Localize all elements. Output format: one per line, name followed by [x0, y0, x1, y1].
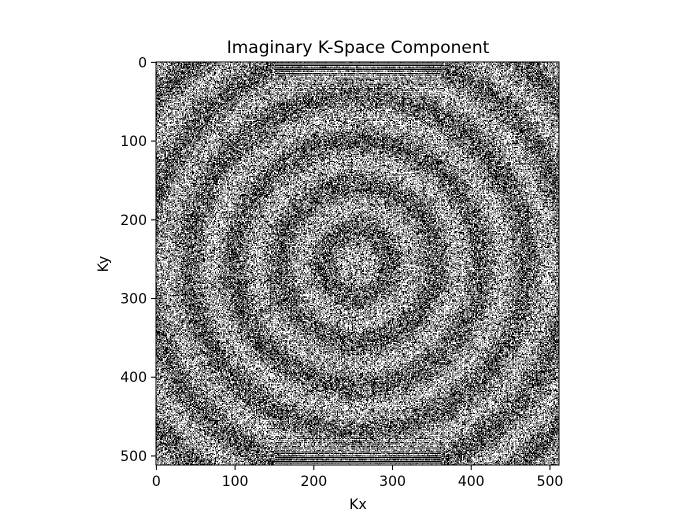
- x-tick-label: 200: [300, 474, 327, 490]
- x-tick-label: 300: [379, 474, 406, 490]
- x-tick-label: 0: [152, 474, 161, 490]
- y-axis-ticks: 0 100 200 300 400 500: [120, 55, 156, 465]
- plot-area: [155, 61, 560, 466]
- y-tick-label: 300: [120, 292, 147, 308]
- y-tick-label: 200: [120, 213, 147, 229]
- kspace-heatmap-image: [156, 62, 559, 465]
- chart-title: Imaginary K-Space Component: [227, 38, 490, 58]
- x-tick-label: 100: [222, 474, 249, 490]
- y-tick-label: 500: [120, 449, 147, 465]
- y-tick-label: 400: [120, 370, 147, 386]
- x-tick-label: 500: [537, 474, 564, 490]
- y-axis-label: Ky: [96, 256, 112, 272]
- axes-frame: [155, 61, 560, 466]
- x-axis-label: Kx: [349, 497, 366, 513]
- y-tick-label: 100: [120, 134, 147, 150]
- y-tick-label: 0: [138, 55, 147, 71]
- x-axis-ticks: 0 100 200 300 400 500: [152, 465, 563, 490]
- x-tick-label: 400: [458, 474, 485, 490]
